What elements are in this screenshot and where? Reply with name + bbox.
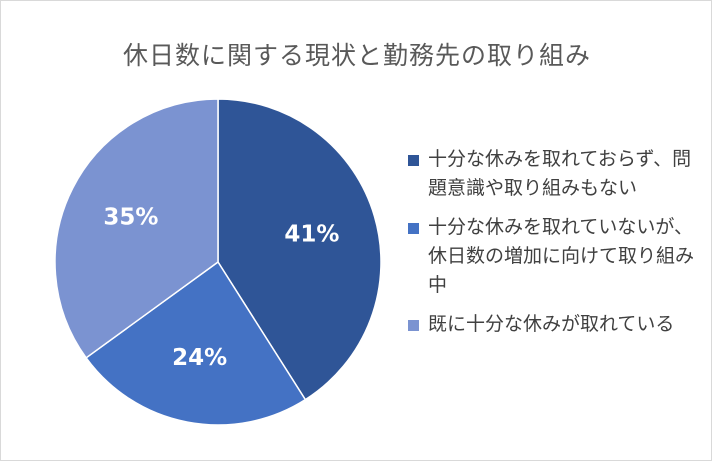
legend: 十分な休みを取れておらず、問題意識や取り組みもない 十分な休みを取れていないが、… xyxy=(408,145,698,349)
legend-swatch xyxy=(408,223,419,234)
legend-label: 十分な休みを取れておらず、問題意識や取り組みもない xyxy=(428,148,692,199)
legend-item: 既に十分な休みが取れている xyxy=(408,310,698,339)
legend-label: 十分な休みを取れていないが、休日数の増加に向けて取り組み中 xyxy=(428,216,695,296)
pie-slice xyxy=(85,260,307,426)
data-label: 24% xyxy=(172,345,227,371)
chart-title: 休日数に関する現状と勤務先の取り組み xyxy=(122,41,591,70)
pie-slice xyxy=(217,98,382,401)
legend-item: 十分な休みを取れていないが、休日数の増加に向けて取り組み中 xyxy=(408,213,698,300)
data-label: 41% xyxy=(284,222,339,248)
legend-item: 十分な休みを取れておらず、問題意識や取り組みもない xyxy=(408,145,698,203)
legend-label: 既に十分な休みが取れている xyxy=(428,313,675,335)
pie-slice xyxy=(54,98,219,359)
legend-swatch xyxy=(408,155,419,166)
legend-swatch xyxy=(408,320,419,331)
data-label: 35% xyxy=(103,205,158,231)
